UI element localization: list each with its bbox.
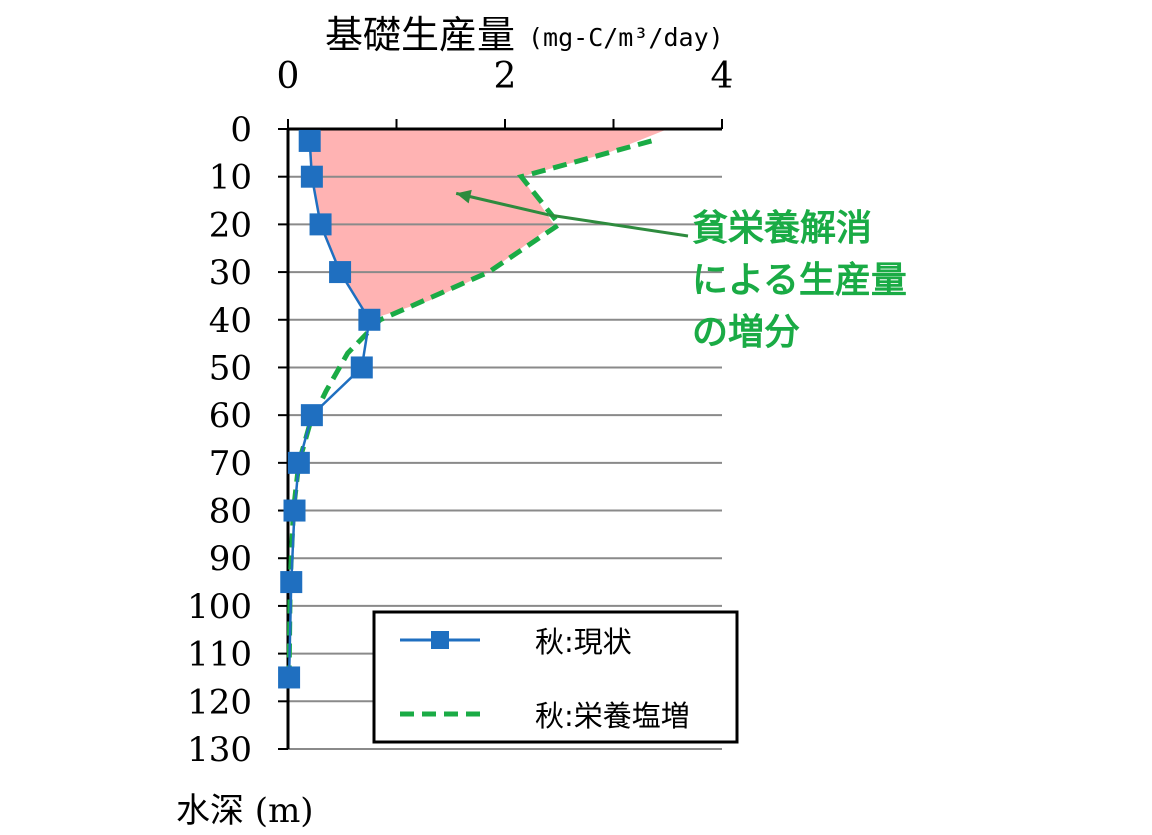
series-current-marker	[300, 165, 323, 188]
y-tick-label: 60	[209, 396, 252, 436]
annotation-line-2: による生産量	[692, 260, 907, 301]
series-current-marker	[309, 213, 332, 236]
legend-marker-current	[431, 631, 449, 649]
annotation: 貧栄養解消 による生産量 の増分	[692, 208, 907, 353]
chart-title: 基礎生産量	[325, 13, 515, 57]
y-tick-label: 120	[187, 682, 252, 722]
y-tick-label: 110	[187, 635, 252, 675]
y-tick-label: 130	[187, 730, 252, 770]
annotation-leader-line	[548, 213, 689, 238]
chart-title-unit: (mg-C/m³/day)	[528, 23, 724, 52]
series-current-marker	[358, 308, 381, 331]
y-tick-label: 90	[209, 539, 252, 579]
y-tick-label: 0	[230, 110, 252, 150]
y-tick-label: 20	[209, 205, 252, 245]
y-tick-label: 80	[209, 492, 252, 532]
y-tick-label: 30	[209, 253, 252, 293]
x-tick-label: 2	[494, 56, 517, 97]
legend: 秋:現状 秋:栄養塩増	[372, 610, 739, 744]
x-tick-label: 0	[277, 56, 300, 97]
annotation-line-3: の増分	[692, 312, 800, 353]
y-tick-label: 50	[209, 348, 252, 388]
y-axis-label: 水深 (m)	[176, 791, 314, 831]
series-layer	[278, 129, 653, 689]
series-current-marker	[283, 499, 306, 522]
y-tick-label: 100	[187, 587, 252, 627]
series-current-marker	[298, 129, 321, 152]
y-tick-label: 40	[209, 301, 252, 341]
series-current-marker	[350, 356, 373, 379]
legend-label-nutrient: 秋:栄養塩増	[535, 699, 690, 733]
series-current-marker	[280, 571, 303, 594]
annotation-arrow-head	[456, 189, 472, 204]
series-current-marker	[300, 404, 323, 427]
legend-label-current: 秋:現状	[535, 625, 632, 659]
y-tick-label: 70	[209, 444, 252, 484]
y-tick-label: 10	[209, 158, 252, 198]
series-current-marker	[287, 451, 310, 474]
series-current-marker	[278, 666, 301, 689]
x-tick-label: 4	[711, 56, 734, 97]
series-current-marker	[329, 261, 352, 284]
annotation-arrow-shaft	[455, 191, 549, 217]
annotation-line-1: 貧栄養解消	[692, 208, 872, 249]
